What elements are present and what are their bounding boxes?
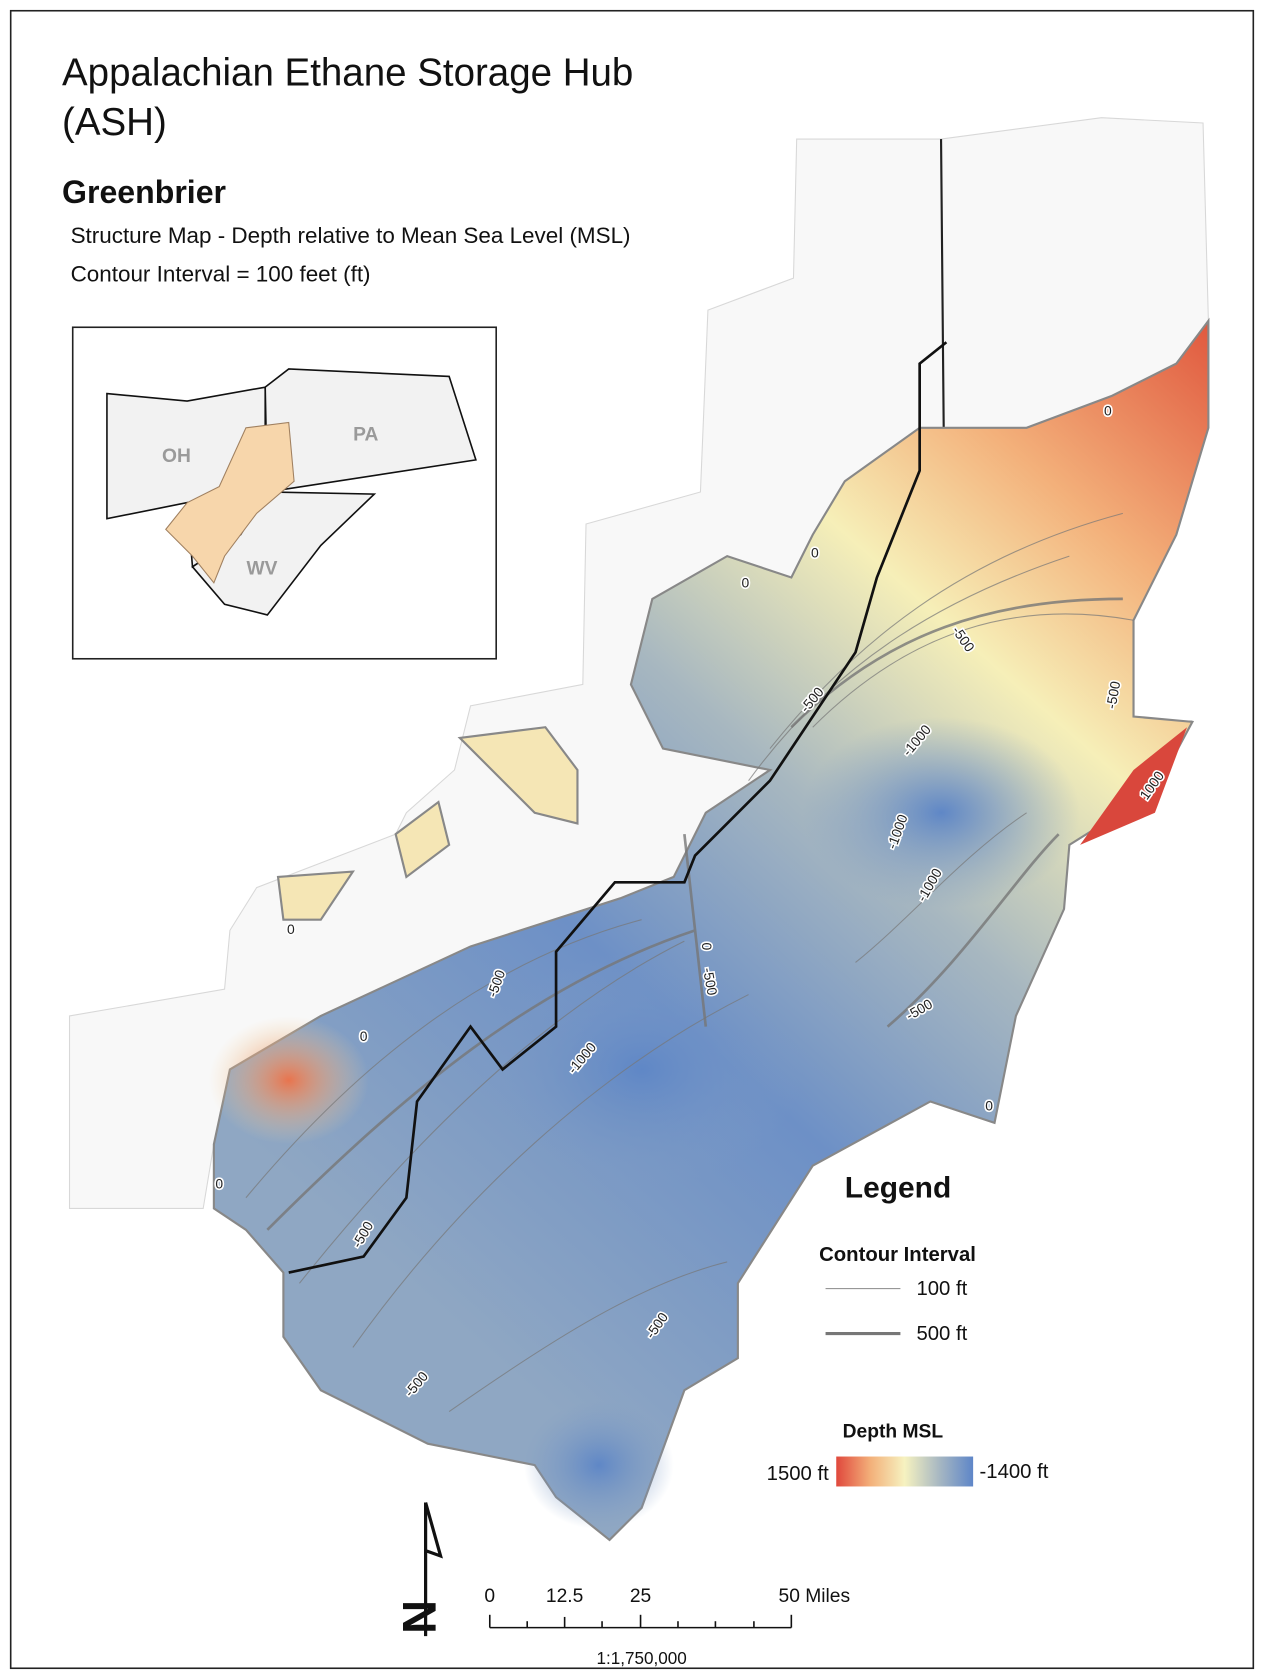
color-bar-min: -1400 ft [980, 1461, 1049, 1483]
north-label: N [393, 1600, 446, 1634]
contour-label: 0 [811, 545, 819, 561]
legend-item: 100 ft [916, 1278, 967, 1300]
low-area [481, 951, 803, 1188]
contour-label: 0 [699, 943, 715, 951]
scale-label: 50 Miles [779, 1586, 851, 1607]
high-area [1080, 727, 1188, 845]
title: Appalachian Ethane Storage Hub [62, 52, 633, 95]
high-area [208, 1015, 369, 1145]
low-area [802, 716, 1081, 910]
color-bar-max: 1500 ft [767, 1463, 829, 1485]
legend-heading: Contour Interval [819, 1244, 976, 1266]
low-area [523, 1400, 674, 1530]
contour-label: -500 [1103, 680, 1124, 710]
contour-label: 0 [215, 1176, 223, 1192]
scale-ratio: 1:1,750,000 [596, 1649, 686, 1668]
contour-label: 0 [287, 921, 295, 937]
formation-name: Greenbrier [62, 174, 226, 210]
inset-label: OH [162, 446, 191, 467]
inset-label: WV [247, 558, 278, 579]
outlier-area [276, 726, 579, 921]
scale-label: 25 [630, 1586, 651, 1607]
legend-item: 500 ft [916, 1323, 967, 1345]
state-boundary-oh-wv [288, 341, 948, 1274]
contour-label: 0 [985, 1098, 993, 1114]
title: (ASH) [62, 101, 167, 144]
legend-heading: Depth MSL [843, 1421, 944, 1442]
contours [245, 512, 1134, 1413]
color-bar [836, 1456, 974, 1487]
scale-label: 12.5 [546, 1586, 583, 1607]
contour-label: -500 [700, 966, 721, 996]
major-contours [266, 597, 1123, 1231]
legend-title: Legend [845, 1172, 951, 1205]
description: Structure Map - Depth relative to Mean S… [71, 223, 631, 248]
north-arrow [424, 1502, 443, 1637]
description: Contour Interval = 100 feet (ft) [71, 261, 371, 286]
contour-label: 0 [360, 1028, 368, 1044]
contour-label: 0 [1104, 402, 1112, 418]
scale-label: 0 [484, 1586, 495, 1607]
inset-study-area [165, 421, 295, 584]
inset-label: PA [353, 425, 378, 446]
contour-label: 0 [741, 575, 749, 591]
scale-bar [488, 1614, 793, 1629]
